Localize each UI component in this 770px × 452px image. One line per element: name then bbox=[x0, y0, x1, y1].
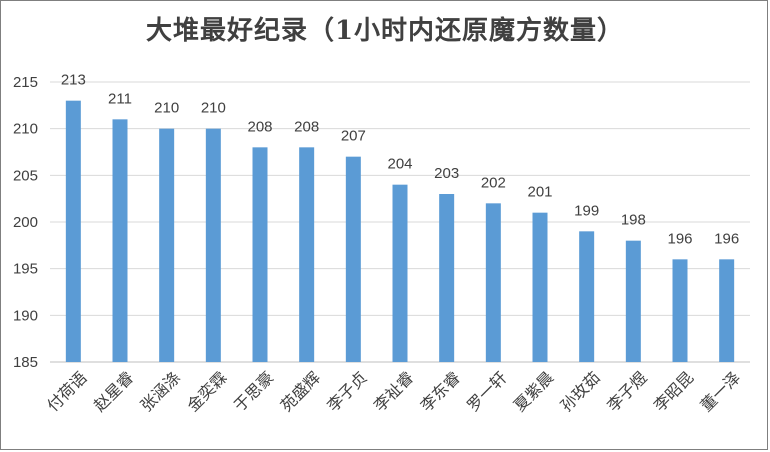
bar bbox=[299, 147, 315, 362]
data-label: 213 bbox=[61, 72, 86, 89]
y-tick-label: 195 bbox=[13, 261, 38, 278]
data-label: 198 bbox=[621, 212, 646, 229]
category-label: 夏紫晨 bbox=[510, 368, 557, 415]
bar bbox=[112, 119, 128, 362]
category-label: 孙玫茹 bbox=[557, 368, 604, 415]
data-label: 202 bbox=[481, 174, 506, 191]
data-label: 208 bbox=[294, 118, 319, 135]
data-label: 211 bbox=[108, 90, 132, 107]
chart-title: 大堆最好纪录（1小时内还原魔方数量） bbox=[145, 16, 625, 46]
data-label: 207 bbox=[341, 128, 366, 145]
bar bbox=[65, 100, 81, 363]
bar bbox=[532, 212, 548, 362]
category-label: 李昭昆 bbox=[650, 368, 697, 415]
data-label: 204 bbox=[387, 156, 412, 173]
category-label: 李子贞 bbox=[323, 368, 370, 415]
category-label: 付荷语 bbox=[43, 368, 90, 415]
data-label: 208 bbox=[247, 118, 272, 135]
category-label: 苑盛辉 bbox=[277, 368, 324, 415]
bar bbox=[672, 259, 688, 362]
category-label: 金奕霖 bbox=[183, 368, 230, 415]
category-label: 李子煜 bbox=[603, 368, 650, 415]
category-label: 张涵涤 bbox=[137, 368, 184, 415]
bar bbox=[485, 203, 501, 362]
bar bbox=[719, 259, 735, 362]
data-label: 210 bbox=[201, 100, 226, 117]
data-label: 210 bbox=[154, 100, 179, 117]
y-tick-label: 205 bbox=[13, 167, 38, 184]
bar bbox=[345, 156, 361, 362]
data-label: 196 bbox=[714, 230, 739, 247]
category-label: 李祉睿 bbox=[370, 368, 417, 415]
category-label: 李东睿 bbox=[417, 368, 464, 415]
category-label: 罗一轩 bbox=[463, 368, 510, 415]
bar bbox=[625, 240, 641, 362]
bar bbox=[205, 128, 221, 362]
y-tick-label: 200 bbox=[13, 214, 38, 231]
data-label: 196 bbox=[667, 230, 692, 247]
category-label: 董一泽 bbox=[697, 368, 744, 415]
bar bbox=[392, 184, 408, 362]
y-tick-label: 210 bbox=[13, 121, 38, 138]
bar bbox=[252, 147, 268, 362]
y-tick-label: 190 bbox=[13, 307, 38, 324]
y-tick-label: 185 bbox=[13, 354, 38, 371]
bar bbox=[579, 231, 595, 362]
bar bbox=[159, 128, 175, 362]
data-label: 199 bbox=[574, 202, 599, 219]
bar bbox=[439, 194, 455, 362]
category-label: 赵星睿 bbox=[90, 368, 137, 415]
data-label: 203 bbox=[434, 165, 459, 182]
y-tick-label: 215 bbox=[13, 74, 38, 91]
data-label: 201 bbox=[527, 184, 552, 201]
category-label: 于思豪 bbox=[230, 368, 277, 415]
